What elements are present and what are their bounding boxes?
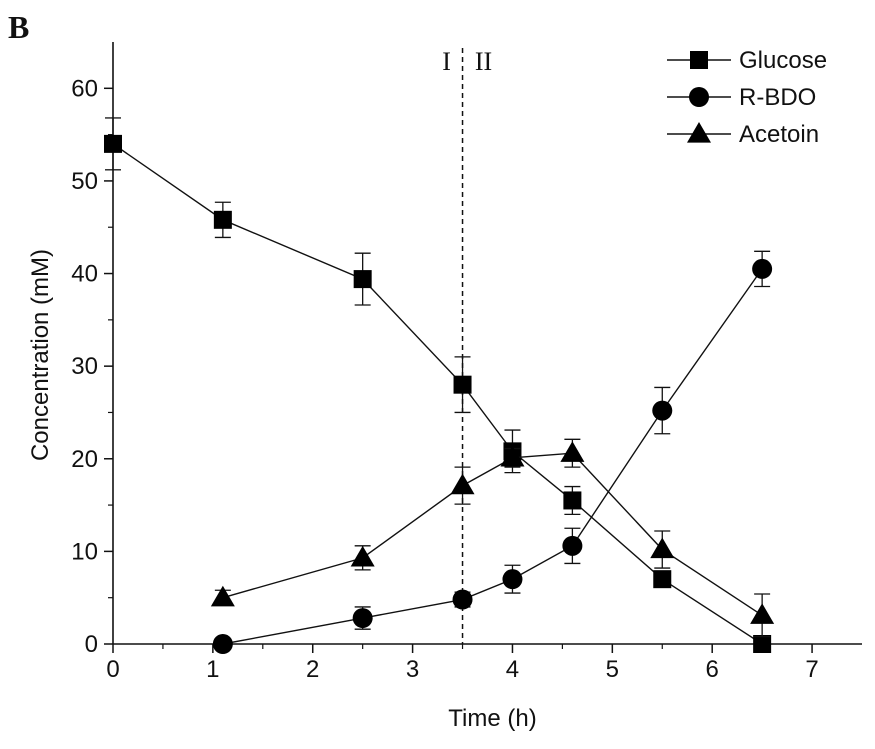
y-tick-label: 40 bbox=[71, 261, 98, 288]
acetoin-point bbox=[750, 603, 775, 624]
glucose-point bbox=[563, 491, 582, 510]
glucose-point bbox=[104, 134, 122, 153]
y-tick-label: 60 bbox=[71, 75, 98, 102]
r-bdo-point bbox=[752, 258, 773, 279]
glucose-point bbox=[213, 210, 232, 229]
r-bdo-point bbox=[502, 569, 523, 590]
legend: Glucose R-BDO Acetoin bbox=[667, 47, 827, 148]
x-tick-label: 7 bbox=[805, 656, 818, 683]
phase-label-1: I bbox=[442, 47, 451, 76]
acetoin-point bbox=[350, 545, 375, 567]
glucose-point bbox=[353, 270, 372, 289]
r-bdo-point bbox=[652, 400, 673, 421]
glucose-point bbox=[653, 570, 672, 589]
legend-label-glucose: Glucose bbox=[739, 47, 827, 74]
x-tick-label: 0 bbox=[106, 656, 119, 683]
legend-label-acetoin: Acetoin bbox=[739, 121, 819, 148]
acetoin-point bbox=[210, 585, 235, 607]
r-bdo-point bbox=[352, 608, 373, 629]
x-tick-label: 5 bbox=[606, 656, 619, 683]
x-tick-label: 1 bbox=[206, 656, 219, 683]
y-tick-label: 30 bbox=[71, 353, 98, 380]
glucose-point bbox=[453, 375, 472, 394]
phase-label-2: II bbox=[475, 47, 492, 76]
x-axis-title: Time (h) bbox=[448, 705, 536, 732]
acetoin-point bbox=[650, 537, 675, 559]
y-axis-title: Concentration (mM) bbox=[27, 249, 54, 461]
acetoin-point bbox=[450, 473, 475, 495]
y-tick-label: 50 bbox=[71, 168, 98, 195]
y-tick-label: 10 bbox=[71, 538, 98, 565]
x-tick-label: 6 bbox=[706, 656, 719, 683]
legend-marker-acetoin bbox=[687, 122, 711, 143]
x-tick-label: 4 bbox=[506, 656, 519, 683]
acetoin-point bbox=[560, 441, 585, 462]
panel-label: B bbox=[8, 9, 29, 45]
r-bdo-point bbox=[452, 589, 473, 610]
legend-label-r-bdo: R-BDO bbox=[739, 84, 816, 111]
glucose-point bbox=[753, 635, 772, 653]
y-tick-label: 20 bbox=[71, 446, 98, 473]
r-bdo-line bbox=[222, 268, 763, 645]
legend-marker-r-bdo bbox=[689, 87, 709, 107]
acetoin-point bbox=[500, 445, 525, 467]
legend-marker-glucose bbox=[690, 51, 708, 69]
y-tick-label: 0 bbox=[85, 631, 98, 658]
r-bdo-point bbox=[212, 634, 233, 654]
glucose-line bbox=[112, 143, 763, 645]
r-bdo-point bbox=[562, 535, 583, 556]
x-tick-label: 3 bbox=[406, 656, 419, 683]
x-tick-label: 2 bbox=[306, 656, 319, 683]
